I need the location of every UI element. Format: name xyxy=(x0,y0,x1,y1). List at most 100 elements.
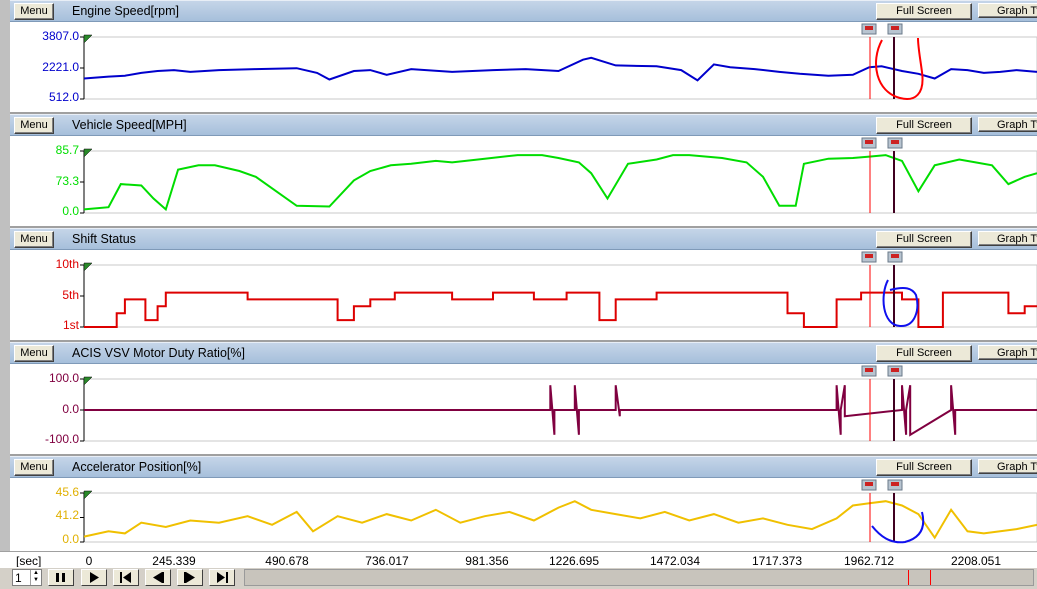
panel-title: Engine Speed[rpm] xyxy=(72,4,180,18)
x-tick-label: 1962.712 xyxy=(843,554,895,568)
graph-type-button[interactable]: Graph Type xyxy=(978,459,1037,474)
step-back-button[interactable] xyxy=(145,569,171,586)
play-icon xyxy=(90,572,99,583)
page-spinner[interactable]: 1 ▲ ▼ xyxy=(12,569,42,586)
y-tick-label: 45.6 xyxy=(55,485,79,499)
skip-end-button[interactable] xyxy=(209,569,235,586)
y-tick-label: 3807.0 xyxy=(42,29,79,43)
skip-end-icon xyxy=(217,572,228,583)
cursor-flag-mark xyxy=(891,368,899,372)
vehicle-speed-chart xyxy=(80,137,1037,214)
full-screen-button[interactable]: Full Screen xyxy=(876,345,972,362)
cursor-flag-mark xyxy=(865,368,873,372)
start-flag-icon xyxy=(83,490,93,500)
timeline-slider[interactable] xyxy=(244,569,1034,586)
cursor-flag-mark xyxy=(865,26,873,30)
start-flag-icon xyxy=(83,34,93,44)
x-tick-label: 245.339 xyxy=(152,554,196,568)
pause-icon xyxy=(56,573,65,582)
cursor-flag-mark xyxy=(865,140,873,144)
start-flag-icon xyxy=(83,376,93,386)
cursor-flag-mark xyxy=(891,26,899,30)
x-tick-label: 981.356 xyxy=(465,554,509,568)
menu-button[interactable]: Menu xyxy=(14,459,54,476)
full-screen-button[interactable]: Full Screen xyxy=(876,459,972,476)
y-tick-label: 73.3 xyxy=(55,174,79,188)
graph-type-button[interactable]: Graph Type xyxy=(978,3,1037,18)
step-forward-icon xyxy=(184,572,195,583)
full-screen-button[interactable]: Full Screen xyxy=(876,3,972,20)
y-tick-label: 512.0 xyxy=(48,90,79,104)
panel-title: Accelerator Position[%] xyxy=(72,460,202,474)
annotation-stroke xyxy=(875,37,924,100)
x-tick-label: 0 xyxy=(85,554,93,568)
graph-type-button[interactable]: Graph Type xyxy=(978,345,1037,360)
x-tick-label: 2208.051 xyxy=(950,554,1002,568)
menu-button[interactable]: Menu xyxy=(14,3,54,20)
shift-status-panel: Menu Shift Status Full Screen Graph Type… xyxy=(10,228,1037,342)
panel-header: Menu Accelerator Position[%] Full Screen… xyxy=(10,456,1037,478)
full-screen-button[interactable]: Full Screen xyxy=(876,231,972,248)
vehicle-speed-panel: Menu Vehicle Speed[MPH] Full Screen Grap… xyxy=(10,114,1037,228)
full-screen-button[interactable]: Full Screen xyxy=(876,117,972,134)
data-line xyxy=(84,385,1037,437)
annotation-stroke xyxy=(871,511,925,544)
data-line xyxy=(84,291,1037,328)
cursor-flag-mark xyxy=(865,482,873,486)
panel-header: Menu Vehicle Speed[MPH] Full Screen Grap… xyxy=(10,114,1037,136)
step-forward-button[interactable] xyxy=(177,569,203,586)
start-flag-icon xyxy=(83,148,93,158)
y-tick-label: -100.0 xyxy=(44,432,79,446)
plot-area[interactable]: 10th 5th 1st xyxy=(10,250,1037,340)
panel-header: Menu Shift Status Full Screen Graph Type xyxy=(10,228,1037,250)
cursor-flag-mark xyxy=(865,254,873,258)
y-tick-label: 2221.0 xyxy=(42,60,79,74)
plot-area[interactable]: 100.0 0.0 -100.0 xyxy=(10,364,1037,454)
y-tick-label: 0.0 xyxy=(62,402,79,416)
panel-title: ACIS VSV Motor Duty Ratio[%] xyxy=(72,346,245,360)
spinner-arrows-icon[interactable]: ▲ ▼ xyxy=(30,570,41,585)
cursor-flag-mark xyxy=(891,254,899,258)
x-tick-label: 490.678 xyxy=(265,554,309,568)
panel-title: Shift Status xyxy=(72,232,136,246)
page-number: 1 xyxy=(15,571,22,585)
menu-button[interactable]: Menu xyxy=(14,345,54,362)
step-back-icon xyxy=(153,572,164,583)
graph-type-button[interactable]: Graph Type xyxy=(978,117,1037,132)
plot-frame xyxy=(83,264,1037,328)
y-tick-label: 10th xyxy=(55,257,79,271)
data-line xyxy=(83,56,1037,82)
menu-button[interactable]: Menu xyxy=(14,117,54,134)
graph-type-button[interactable]: Graph Type xyxy=(978,231,1037,246)
y-tick-label: 85.7 xyxy=(55,143,79,157)
playback-controls: 1 ▲ ▼ xyxy=(0,567,1037,589)
panel-title: Vehicle Speed[MPH] xyxy=(72,118,187,132)
data-line xyxy=(83,154,1037,212)
panel-header: Menu ACIS VSV Motor Duty Ratio[%] Full S… xyxy=(10,342,1037,364)
engine-speed-panel: Menu Engine Speed[rpm] Full Screen Graph… xyxy=(10,0,1037,114)
skip-start-button[interactable] xyxy=(113,569,139,586)
y-tick-label: 41.2 xyxy=(55,508,79,522)
skip-start-icon xyxy=(120,572,131,583)
y-tick-label: 0.0 xyxy=(62,204,79,218)
play-button[interactable] xyxy=(81,569,107,586)
data-line xyxy=(83,500,1037,540)
plot-area[interactable]: 45.6 41.2 0.0 xyxy=(10,478,1037,551)
x-tick-label: 736.017 xyxy=(365,554,409,568)
menu-button[interactable]: Menu xyxy=(14,231,54,248)
panel-header: Menu Engine Speed[rpm] Full Screen Graph… xyxy=(10,0,1037,22)
y-tick-label: 5th xyxy=(62,288,79,302)
cursor-flag-mark xyxy=(891,140,899,144)
plot-frame xyxy=(83,150,1037,214)
plot-area[interactable]: 3807.0 2221.0 512.0 xyxy=(10,22,1037,112)
x-tick-label: 1226.695 xyxy=(548,554,600,568)
x-tick-label: 1717.373 xyxy=(751,554,803,568)
acis-vsv-chart xyxy=(80,365,1037,442)
acis-vsv-panel: Menu ACIS VSV Motor Duty Ratio[%] Full S… xyxy=(10,342,1037,456)
slider-marker xyxy=(930,570,931,585)
pause-button[interactable] xyxy=(48,569,74,586)
time-unit-label: [sec] xyxy=(16,554,42,568)
plot-area[interactable]: 85.7 73.3 0.0 xyxy=(10,136,1037,226)
x-tick-label: 1472.034 xyxy=(649,554,701,568)
shift-status-chart xyxy=(80,251,1037,328)
